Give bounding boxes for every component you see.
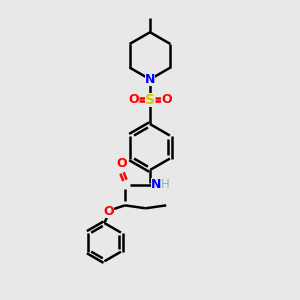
Text: S: S	[145, 93, 155, 107]
Text: O: O	[128, 93, 139, 106]
Text: N: N	[145, 73, 155, 86]
Text: O: O	[161, 93, 172, 106]
Text: N: N	[151, 178, 162, 191]
Text: H: H	[161, 178, 170, 191]
Text: O: O	[117, 157, 127, 170]
Text: O: O	[103, 205, 114, 218]
